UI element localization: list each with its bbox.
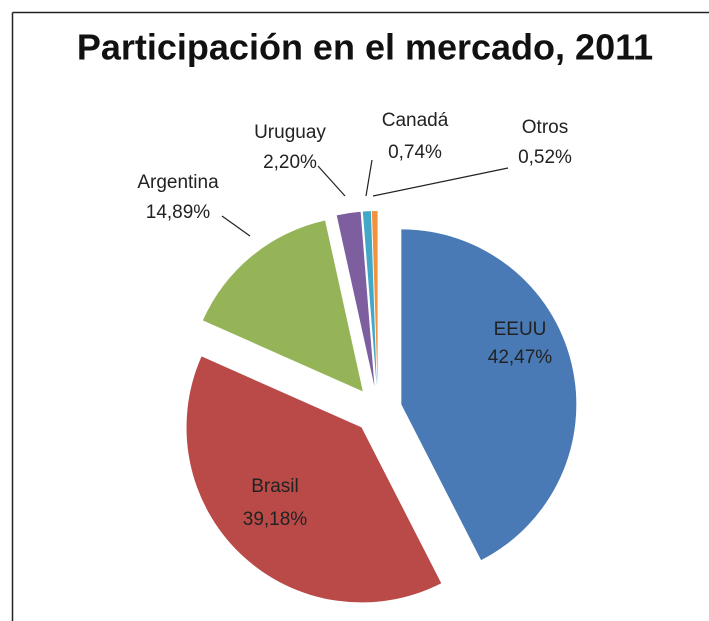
slice-value-label: 39,18%: [243, 509, 308, 530]
leader-line: [317, 165, 346, 197]
slice-name: Canadá: [382, 110, 449, 131]
pie-slice: [336, 211, 375, 387]
leader-line: [221, 215, 251, 237]
slice-value-label: 0,52%: [518, 147, 572, 168]
slice-value-label: 0,74%: [388, 142, 442, 163]
pie-slice: [202, 220, 363, 392]
pie-slice: [186, 356, 442, 603]
slice-name: Argentina: [137, 172, 219, 193]
pie-slice: [362, 211, 377, 387]
slice-value-label: 42,47%: [488, 347, 553, 368]
leader-line: [365, 159, 373, 197]
slice-name: Uruguay: [254, 122, 326, 143]
slice-name: Otros: [522, 117, 568, 138]
pie-slice: [401, 229, 577, 561]
slice-value-label: 14,89%: [146, 202, 211, 223]
chart-title: Participación en el mercado, 2011: [77, 27, 653, 68]
slice-name: EEUU: [494, 319, 547, 340]
slice-name: Brasil: [251, 476, 299, 497]
leader-line: [372, 167, 509, 197]
pie-slice: [371, 211, 378, 387]
slice-value-label: 2,20%: [263, 152, 317, 173]
